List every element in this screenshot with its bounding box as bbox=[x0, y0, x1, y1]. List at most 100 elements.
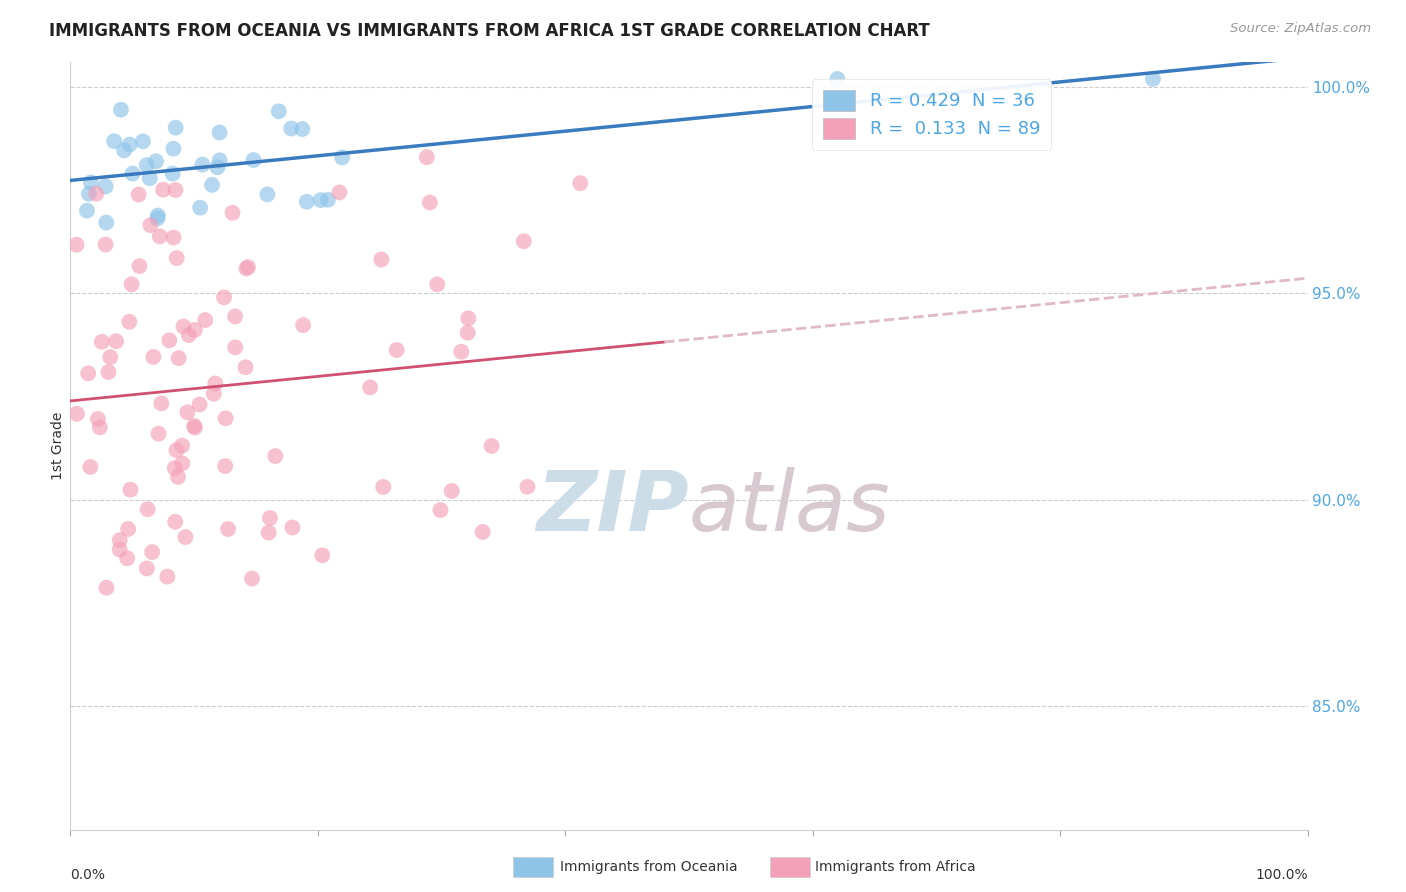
Point bbox=[110, 103, 132, 117]
Text: atlas: atlas bbox=[689, 467, 890, 548]
Point bbox=[513, 235, 536, 249]
Text: ZIP: ZIP bbox=[536, 467, 689, 548]
Point bbox=[139, 171, 162, 186]
Point bbox=[135, 561, 157, 575]
Point bbox=[165, 183, 187, 197]
Point bbox=[152, 183, 174, 197]
Point bbox=[214, 459, 236, 474]
Point bbox=[150, 396, 173, 410]
Point bbox=[108, 542, 131, 557]
Point bbox=[77, 186, 100, 201]
Point bbox=[156, 569, 179, 583]
Point bbox=[162, 230, 184, 244]
Point bbox=[184, 420, 207, 434]
Point bbox=[316, 193, 339, 207]
Point bbox=[79, 459, 101, 474]
Point bbox=[291, 122, 314, 136]
Point bbox=[146, 211, 169, 226]
Point bbox=[188, 397, 211, 411]
Point bbox=[471, 524, 494, 539]
Point bbox=[214, 411, 236, 425]
Point bbox=[419, 195, 441, 210]
Point bbox=[1142, 71, 1164, 86]
Point bbox=[201, 178, 224, 192]
Point bbox=[280, 121, 302, 136]
Point bbox=[330, 150, 353, 164]
Point bbox=[236, 260, 259, 274]
Point bbox=[76, 203, 98, 218]
Point bbox=[90, 334, 112, 349]
Point bbox=[516, 480, 538, 494]
Point bbox=[139, 218, 162, 232]
Point bbox=[457, 311, 479, 326]
Point bbox=[165, 120, 187, 135]
Point bbox=[177, 328, 200, 343]
Point bbox=[416, 150, 439, 164]
Point bbox=[194, 313, 217, 327]
Point bbox=[259, 511, 281, 525]
Text: Source: ZipAtlas.com: Source: ZipAtlas.com bbox=[1230, 22, 1371, 36]
Point bbox=[141, 545, 163, 559]
Point bbox=[208, 126, 231, 140]
Point bbox=[166, 251, 188, 265]
Point bbox=[309, 193, 332, 207]
Point bbox=[359, 380, 381, 394]
Point bbox=[221, 206, 243, 220]
Point bbox=[112, 144, 135, 158]
Point bbox=[132, 134, 155, 148]
Point bbox=[202, 386, 225, 401]
Point bbox=[135, 158, 157, 172]
Point bbox=[292, 318, 315, 332]
Point bbox=[281, 520, 304, 534]
Point bbox=[569, 176, 592, 190]
Point bbox=[162, 167, 184, 181]
Point bbox=[128, 187, 150, 202]
Point bbox=[370, 252, 392, 267]
Point bbox=[172, 456, 194, 470]
Point bbox=[65, 237, 87, 252]
Point bbox=[267, 104, 290, 119]
Text: Immigrants from Oceania: Immigrants from Oceania bbox=[560, 860, 737, 874]
Point bbox=[235, 360, 257, 375]
Point bbox=[426, 277, 449, 292]
Point bbox=[157, 334, 180, 348]
Point bbox=[142, 350, 165, 364]
Point bbox=[148, 426, 170, 441]
Point bbox=[170, 439, 193, 453]
Point bbox=[481, 439, 503, 453]
Point bbox=[264, 449, 287, 463]
Point bbox=[311, 549, 333, 563]
Point bbox=[450, 344, 472, 359]
Point bbox=[163, 461, 186, 475]
Point bbox=[128, 259, 150, 273]
Point bbox=[240, 572, 263, 586]
Point bbox=[191, 157, 214, 171]
Text: IMMIGRANTS FROM OCEANIA VS IMMIGRANTS FROM AFRICA 1ST GRADE CORRELATION CHART: IMMIGRANTS FROM OCEANIA VS IMMIGRANTS FR… bbox=[49, 22, 929, 40]
Point bbox=[84, 186, 107, 201]
Point bbox=[117, 522, 139, 536]
Point bbox=[162, 142, 184, 156]
Point bbox=[224, 340, 246, 354]
Point bbox=[105, 334, 128, 349]
Legend: R = 0.429  N = 36, R =  0.133  N = 89: R = 0.429 N = 36, R = 0.133 N = 89 bbox=[813, 79, 1052, 150]
Point bbox=[183, 419, 205, 434]
Point bbox=[146, 209, 169, 223]
Point bbox=[827, 71, 849, 86]
Point bbox=[120, 483, 142, 497]
Point bbox=[457, 326, 479, 340]
Point bbox=[165, 515, 187, 529]
Text: 100.0%: 100.0% bbox=[1256, 869, 1308, 882]
Point bbox=[166, 443, 188, 458]
Point bbox=[257, 525, 280, 540]
Point bbox=[121, 167, 143, 181]
Point bbox=[136, 502, 159, 516]
Point bbox=[235, 261, 257, 276]
Point bbox=[172, 319, 194, 334]
Point bbox=[98, 350, 121, 364]
Point bbox=[224, 310, 246, 324]
Point bbox=[429, 503, 451, 517]
Point bbox=[66, 407, 89, 421]
Point bbox=[440, 483, 463, 498]
Y-axis label: 1st Grade: 1st Grade bbox=[51, 412, 65, 480]
Point bbox=[80, 175, 103, 189]
